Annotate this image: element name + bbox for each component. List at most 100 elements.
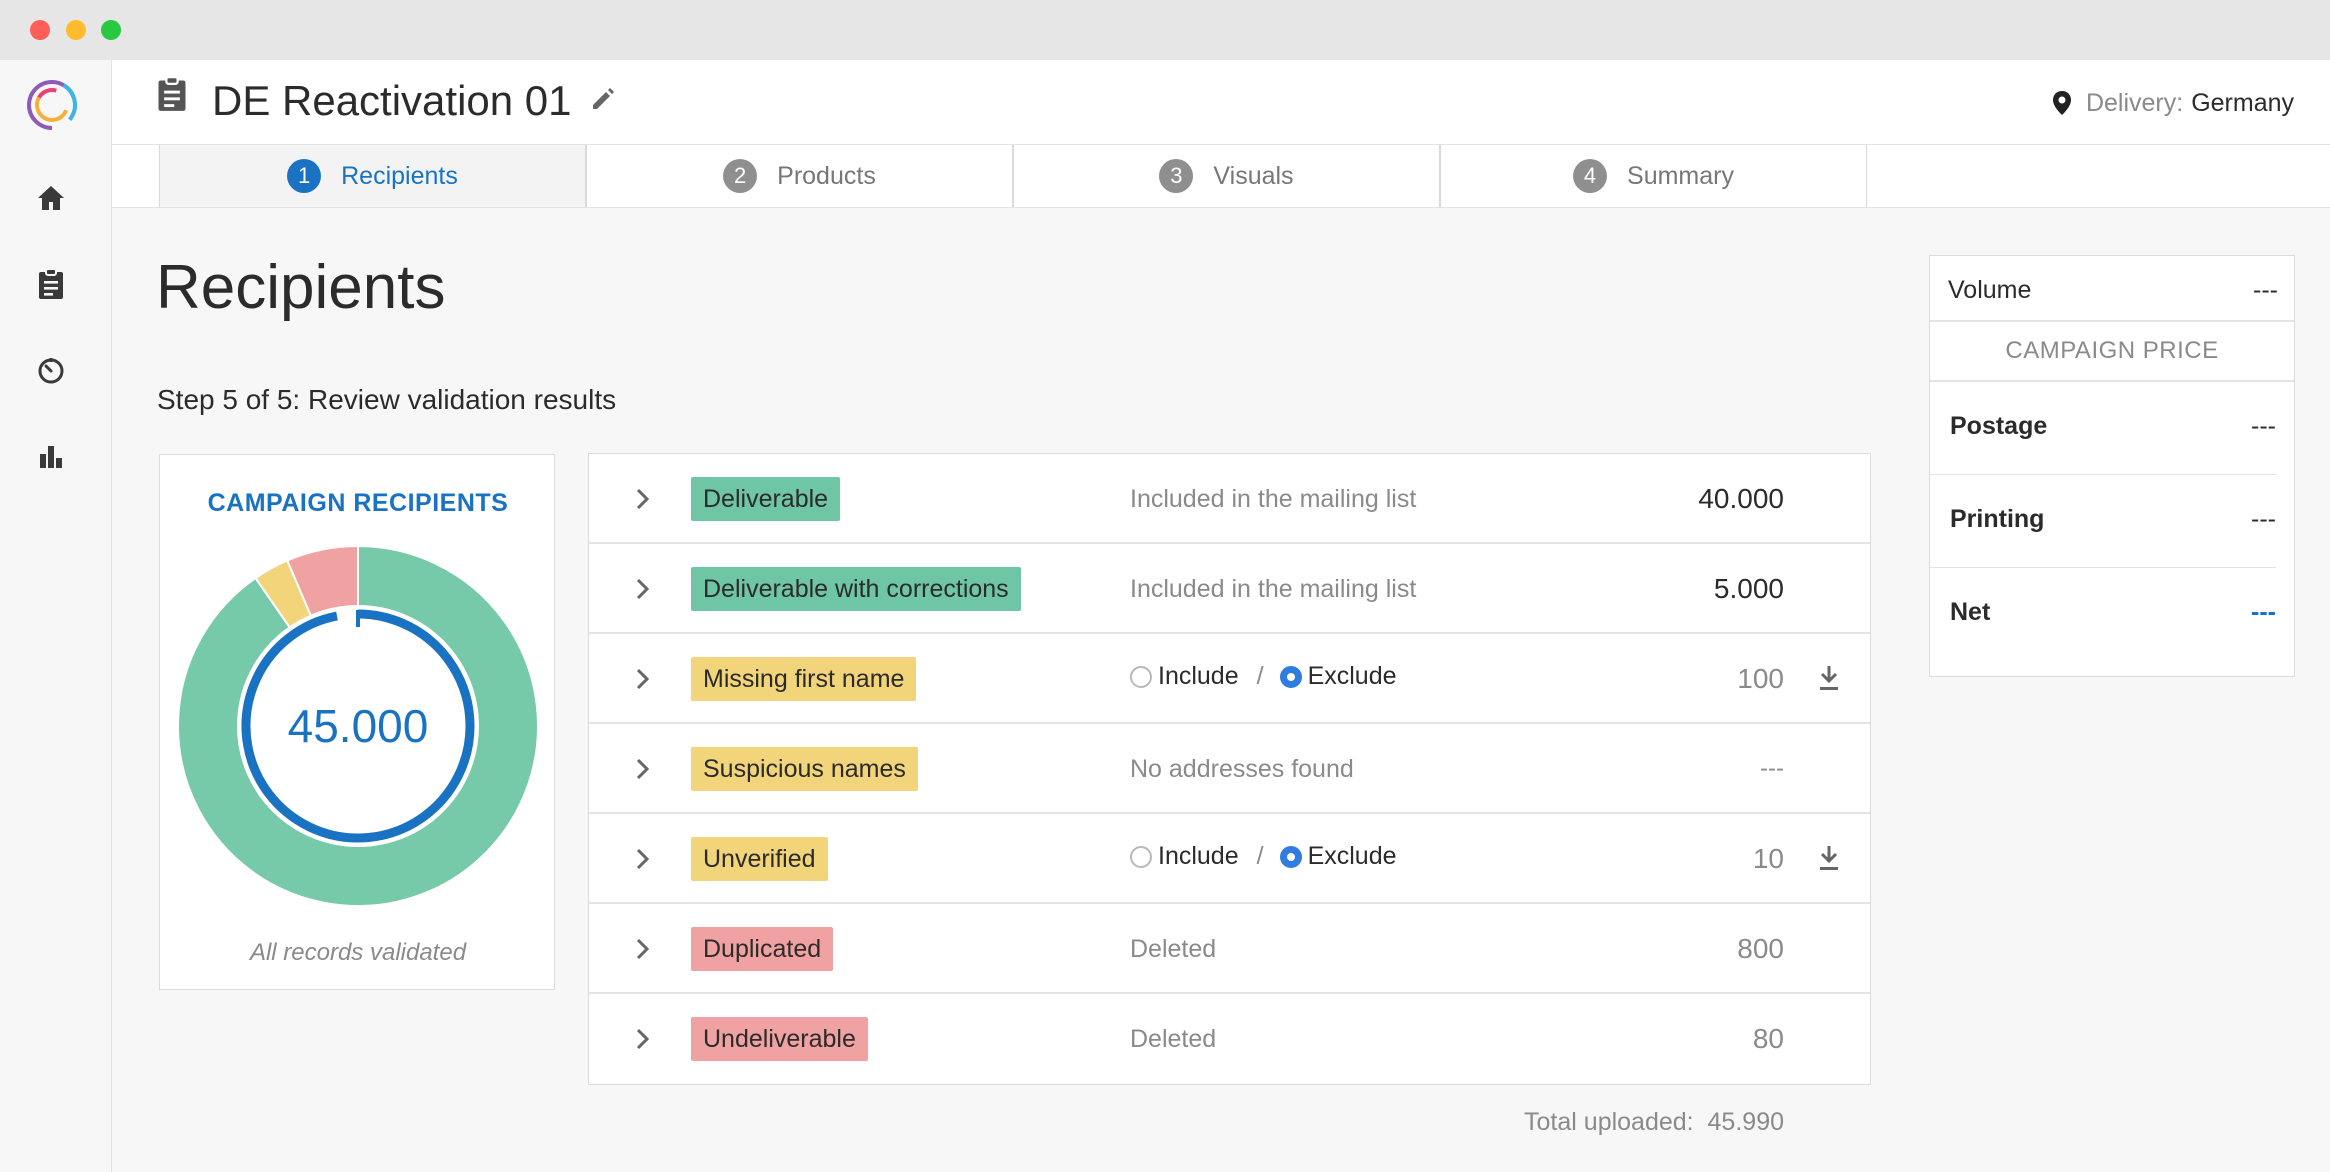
chevron-right-icon[interactable]: [629, 934, 655, 964]
tab-summary[interactable]: 4 Summary: [1440, 145, 1867, 207]
net-row: Net ---: [1930, 568, 2276, 676]
result-row-suspicious-names: Suspicious names No addresses found ---: [589, 724, 1870, 814]
result-count: 5.000: [1713, 573, 1784, 604]
status-tag: Deliverable: [691, 477, 841, 521]
total-label: Total uploaded:: [1524, 1108, 1694, 1136]
include-label: Include: [1158, 662, 1239, 690]
price-panel: Volume --- CAMPAIGN PRICE Postage --- Pr…: [1929, 255, 2295, 677]
result-row-unverified: Unverified Include / Exclude 10: [589, 814, 1870, 904]
window-titlebar: [0, 0, 2330, 60]
location-pin-icon: [2052, 90, 2072, 116]
status-tag: Deliverable with corrections: [691, 567, 1021, 611]
include-label: Include: [1158, 842, 1239, 870]
home-icon[interactable]: [33, 180, 69, 216]
main-content: Recipients Step 5 of 5: Review validatio…: [112, 208, 2330, 1172]
donut-title: CAMPAIGN RECIPIENTS: [207, 489, 509, 517]
chevron-right-icon[interactable]: [629, 664, 655, 694]
step-number: 1: [287, 159, 322, 193]
result-description: Deleted: [1130, 1025, 1217, 1053]
radio-circle[interactable]: [1279, 845, 1302, 868]
exclude-radio[interactable]: Exclude: [1279, 842, 1397, 871]
volume-row: Volume ---: [1930, 256, 2294, 322]
timer-icon[interactable]: [33, 352, 69, 388]
progress-ring: [241, 609, 475, 843]
include-radio[interactable]: Include: [1130, 662, 1239, 691]
option-separator: /: [1256, 842, 1264, 870]
edit-title-pencil-icon[interactable]: [588, 84, 620, 116]
download-icon[interactable]: [1814, 662, 1844, 694]
include-exclude-toggle: Include / Exclude: [1130, 662, 1397, 691]
status-tag: Undeliverable: [691, 1017, 868, 1061]
net-value: ---: [2251, 598, 2276, 626]
result-count: ---: [1760, 755, 1784, 782]
result-row-deliverable-corrections: Deliverable with corrections Included in…: [589, 544, 1870, 634]
validation-results-list: Deliverable Included in the mailing list…: [588, 453, 1871, 1085]
result-row-deliverable: Deliverable Included in the mailing list…: [589, 454, 1870, 544]
result-description: Included in the mailing list: [1130, 485, 1417, 513]
status-tag: Missing first name: [691, 657, 917, 701]
donut-segment-deliverable: [177, 544, 539, 907]
app-logo-icon[interactable]: [25, 78, 79, 132]
postage-row: Postage ---: [1930, 382, 2276, 475]
exclude-label: Exclude: [1307, 842, 1397, 870]
result-row-undeliverable: Undeliverable Deleted 80: [589, 994, 1870, 1084]
campaign-price-heading: CAMPAIGN PRICE: [2005, 337, 2219, 364]
result-count: 80: [1752, 1023, 1784, 1054]
donut-center-value: 45.000: [288, 700, 429, 752]
minimize-window-button[interactable]: [66, 20, 86, 40]
clipboard-icon[interactable]: [33, 266, 69, 302]
tab-label: Products: [777, 161, 876, 190]
download-icon[interactable]: [1814, 842, 1844, 874]
delivery-country[interactable]: Germany: [2191, 89, 2294, 117]
exclude-radio[interactable]: Exclude: [1279, 662, 1397, 691]
step-number: 4: [1573, 159, 1608, 193]
result-count: 100: [1737, 663, 1784, 694]
net-label: Net: [1950, 598, 1991, 626]
campaign-header: DE Reactivation 01 Delivery: Germany: [112, 60, 2330, 145]
step-number: 3: [1159, 159, 1194, 193]
result-count: 40.000: [1698, 483, 1784, 514]
tab-label: Visuals: [1213, 161, 1294, 190]
radio-circle[interactable]: [1130, 665, 1152, 688]
step-tabs: 1 Recipients 2 Products 3 Visuals 4 Summ…: [112, 145, 2330, 208]
tab-visuals[interactable]: 3 Visuals: [1013, 145, 1440, 207]
chevron-right-icon[interactable]: [629, 754, 655, 784]
chevron-right-icon[interactable]: [629, 484, 655, 514]
maximize-window-button[interactable]: [101, 20, 121, 40]
chevron-right-icon[interactable]: [629, 844, 655, 874]
exclude-label: Exclude: [1307, 662, 1397, 690]
postage-value: ---: [2251, 412, 2276, 440]
price-divider: [1930, 380, 2294, 382]
delivery-label: Delivery:: [2085, 89, 2184, 117]
radio-circle[interactable]: [1279, 665, 1302, 688]
tab-products[interactable]: 2 Products: [586, 145, 1013, 207]
result-description: Deleted: [1130, 935, 1217, 963]
status-tag: Duplicated: [691, 927, 834, 971]
recipients-donut-chart: 45.000: [177, 544, 539, 907]
result-row-missing-first-name: Missing first name Include / Exclude 100: [589, 634, 1870, 724]
campaign-recipients-card: CAMPAIGN RECIPIENTS 45.000 All records v…: [159, 454, 555, 990]
option-separator: /: [1256, 662, 1264, 690]
donut-segment-removed: [285, 544, 359, 617]
status-tag: Suspicious names: [691, 747, 918, 791]
printing-label: Printing: [1950, 505, 2045, 533]
result-row-duplicated: Duplicated Deleted 800: [589, 904, 1870, 994]
chevron-right-icon[interactable]: [629, 1024, 655, 1054]
volume-value: ---: [2253, 276, 2278, 304]
include-radio[interactable]: Include: [1130, 842, 1239, 871]
step-number: 2: [723, 159, 758, 193]
chevron-right-icon[interactable]: [629, 574, 655, 604]
result-count: 800: [1737, 933, 1784, 964]
status-tag: Unverified: [691, 837, 828, 881]
radio-circle[interactable]: [1130, 845, 1152, 868]
campaign-title: DE Reactivation 01: [212, 77, 572, 124]
close-window-button[interactable]: [30, 20, 50, 40]
bar-chart-icon[interactable]: [33, 438, 69, 474]
tab-recipients[interactable]: 1 Recipients: [159, 145, 586, 207]
delivery-info: Delivery: Germany: [2052, 86, 2294, 120]
result-count: 10: [1752, 843, 1784, 874]
page-title: Recipients: [156, 253, 446, 322]
include-exclude-toggle: Include / Exclude: [1130, 842, 1397, 871]
clipboard-icon: [156, 76, 188, 112]
result-description: No addresses found: [1130, 755, 1354, 783]
